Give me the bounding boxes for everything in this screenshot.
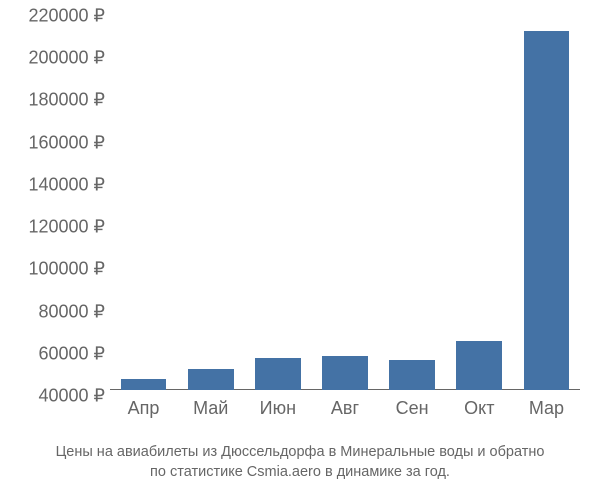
bar	[322, 356, 368, 390]
bar	[121, 379, 167, 390]
price-bar-chart: 40000 ₽ 60000 ₽ 80000 ₽ 100000 ₽ 120000 ₽ 140…	[0, 0, 600, 500]
plot-area	[110, 10, 580, 390]
y-tick-label: 160000 ₽	[0, 132, 105, 141]
y-tick-label: 120000 ₽	[0, 217, 105, 226]
bar	[389, 360, 435, 390]
y-tick-label: 40000 ₽	[0, 386, 105, 395]
caption-line-2: по статистике Csmia.aero в динамике за г…	[0, 462, 600, 482]
y-tick-label: 220000 ₽	[0, 6, 105, 15]
x-tick-label: Сен	[396, 398, 429, 419]
x-tick-label: Май	[193, 398, 228, 419]
y-tick-label: 200000 ₽	[0, 48, 105, 57]
bar	[255, 358, 301, 390]
bar	[456, 341, 502, 390]
x-tick-label: Авг	[331, 398, 359, 419]
y-tick-label: 100000 ₽	[0, 259, 105, 268]
x-tick-label: Мар	[529, 398, 564, 419]
y-tick-label: 180000 ₽	[0, 90, 105, 99]
x-tick-label: Апр	[128, 398, 160, 419]
bar	[524, 31, 570, 390]
caption-line-1: Цены на авиабилеты из Дюссельдорфа в Мин…	[0, 442, 600, 462]
x-tick-label: Окт	[464, 398, 494, 419]
y-tick-label: 80000 ₽	[0, 301, 105, 310]
bar	[188, 369, 234, 390]
x-tick-label: Июн	[260, 398, 296, 419]
x-axis: Апр Май Июн Авг Сен Окт Мар	[110, 398, 580, 428]
y-tick-label: 60000 ₽	[0, 343, 105, 352]
y-tick-label: 140000 ₽	[0, 174, 105, 183]
y-axis: 40000 ₽60000 ₽80000 ₽100000 ₽120000 ₽140…	[0, 10, 105, 390]
